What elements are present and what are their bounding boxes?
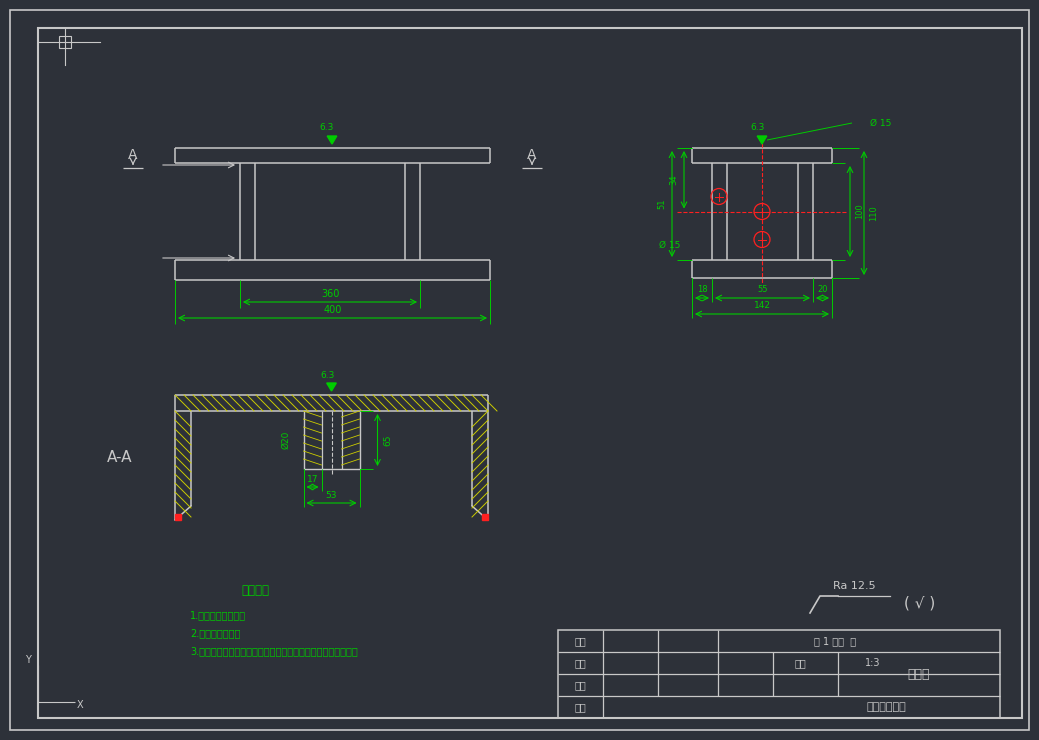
Text: Ra 12.5: Ra 12.5 (832, 581, 875, 591)
Text: 400: 400 (323, 305, 342, 315)
Text: 6.3: 6.3 (320, 124, 335, 132)
Bar (558, 630, 1000, 718)
Text: 技术要求: 技术要求 (241, 584, 269, 596)
Text: A: A (128, 148, 138, 162)
Text: 6.3: 6.3 (320, 371, 335, 380)
Text: A: A (527, 148, 537, 162)
Text: 2.去除毛刺飞边。: 2.去除毛刺飞边。 (190, 628, 240, 638)
Text: 34: 34 (669, 175, 678, 185)
Text: 55: 55 (757, 286, 768, 295)
Text: 110: 110 (870, 205, 879, 221)
Text: 设计: 设计 (575, 702, 586, 712)
Text: 360: 360 (321, 289, 339, 299)
Bar (59, 36, 71, 48)
Text: 固定件: 固定件 (908, 667, 930, 681)
Text: ( √ ): ( √ ) (904, 596, 936, 610)
Text: Ø20: Ø20 (281, 431, 290, 449)
Text: 53: 53 (326, 491, 338, 500)
Text: Ø 15: Ø 15 (659, 240, 680, 249)
Polygon shape (327, 136, 337, 144)
Text: 18: 18 (697, 286, 708, 295)
Text: Ø 15: Ø 15 (870, 118, 891, 127)
Text: 审核: 审核 (575, 658, 586, 668)
Text: 校核: 校核 (575, 680, 586, 690)
Text: Y: Y (25, 655, 31, 665)
Text: 51: 51 (658, 199, 666, 209)
Polygon shape (326, 383, 337, 391)
Text: 100: 100 (855, 204, 864, 219)
Text: 65: 65 (383, 434, 392, 445)
Text: 1.去除毛刺、锐角。: 1.去除毛刺、锐角。 (190, 610, 246, 620)
Text: X: X (77, 700, 83, 710)
Polygon shape (757, 136, 767, 144)
Text: 6.3: 6.3 (751, 124, 765, 132)
Text: 共 1 张第  张: 共 1 张第 张 (815, 636, 856, 646)
Text: 批准: 批准 (575, 636, 586, 646)
Text: 比例: 比例 (794, 658, 806, 668)
Text: 3.零件加工表面上，不能有划痕、擦伤等损伤零件表面的缺陷。: 3.零件加工表面上，不能有划痕、擦伤等损伤零件表面的缺陷。 (190, 646, 357, 656)
Text: 17: 17 (307, 474, 318, 483)
Text: 142: 142 (753, 301, 771, 311)
Text: 新疆工程学院: 新疆工程学院 (867, 702, 906, 712)
Text: A-A: A-A (107, 450, 133, 465)
Text: 20: 20 (818, 286, 828, 295)
Text: 1:3: 1:3 (865, 658, 881, 668)
